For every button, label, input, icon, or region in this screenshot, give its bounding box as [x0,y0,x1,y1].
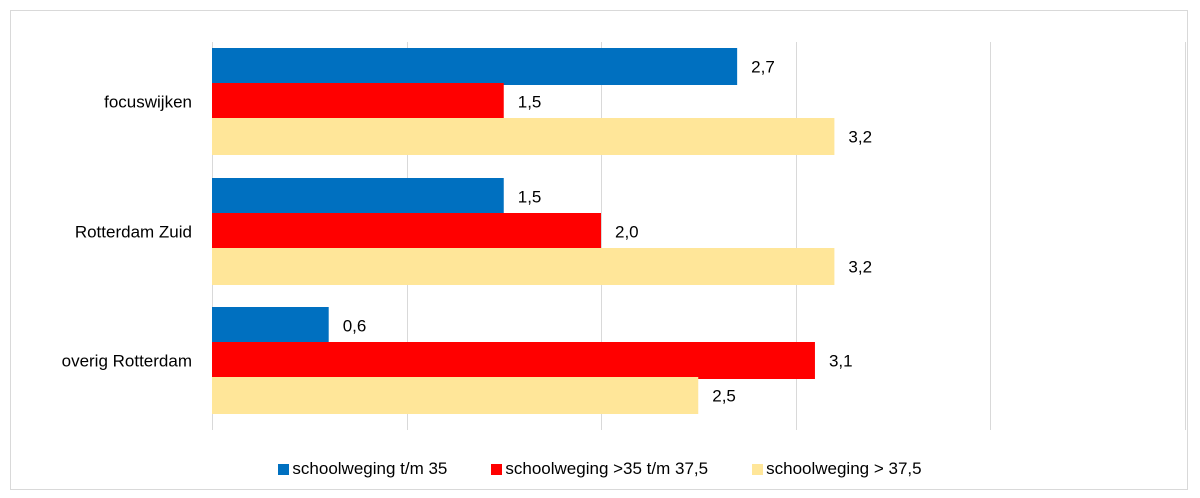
bar-2-series-1 [212,178,504,215]
legend-swatch-series-1 [278,463,290,475]
data-label-3-series-3: 2,5 [712,387,736,406]
data-label-1-series-2: 1,5 [518,93,542,112]
legend-swatch-series-2 [491,463,503,475]
bar-2-series-3 [212,248,835,285]
legend-label-series-2: schoolweging >35 t/m 37,5 [505,459,709,478]
legend: schoolweging t/m 35 schoolweging >35 t/m… [0,459,1200,479]
category-label-2: Rotterdam Zuid [75,223,192,242]
chart-frame [10,10,1188,490]
bar-1-series-2 [212,83,504,120]
data-label-2-series-3: 3,2 [848,258,872,277]
data-label-2-series-2: 2,0 [615,223,639,242]
legend-item-series-2: schoolweging >35 t/m 37,5 [491,459,708,479]
bar-3-series-1 [212,307,329,344]
data-label-1-series-1: 2,7 [751,58,775,77]
category-labels: focuswijken Rotterdam Zuid overig Rotterda… [62,93,192,371]
data-label-1-series-3: 3,2 [848,128,872,147]
bar-3-series-3 [212,377,699,414]
bar-2-series-2 [212,213,601,250]
data-labels: 2,7 1,5 3,2 1,5 2,0 3,2 0,6 3,1 2,5 [343,58,872,406]
category-label-1: focuswijken [104,93,192,112]
legend-item-series-3: schoolweging > 37,5 [752,459,922,479]
legend-label-series-1: schoolweging t/m 35 [292,459,448,478]
data-label-3-series-2: 3,1 [829,352,853,371]
legend-swatch-series-3 [752,463,764,475]
legend-item-series-1: schoolweging t/m 35 [278,459,447,479]
bar-1-series-1 [212,48,738,85]
bar-3-series-2 [212,342,815,379]
category-label-3: overig Rotterdam [62,352,192,371]
legend-label-series-3: schoolweging > 37,5 [766,459,922,478]
data-label-2-series-1: 1,5 [518,188,542,207]
bar-1-series-3 [212,118,835,155]
bars [212,48,835,414]
data-label-3-series-1: 0,6 [343,317,367,336]
